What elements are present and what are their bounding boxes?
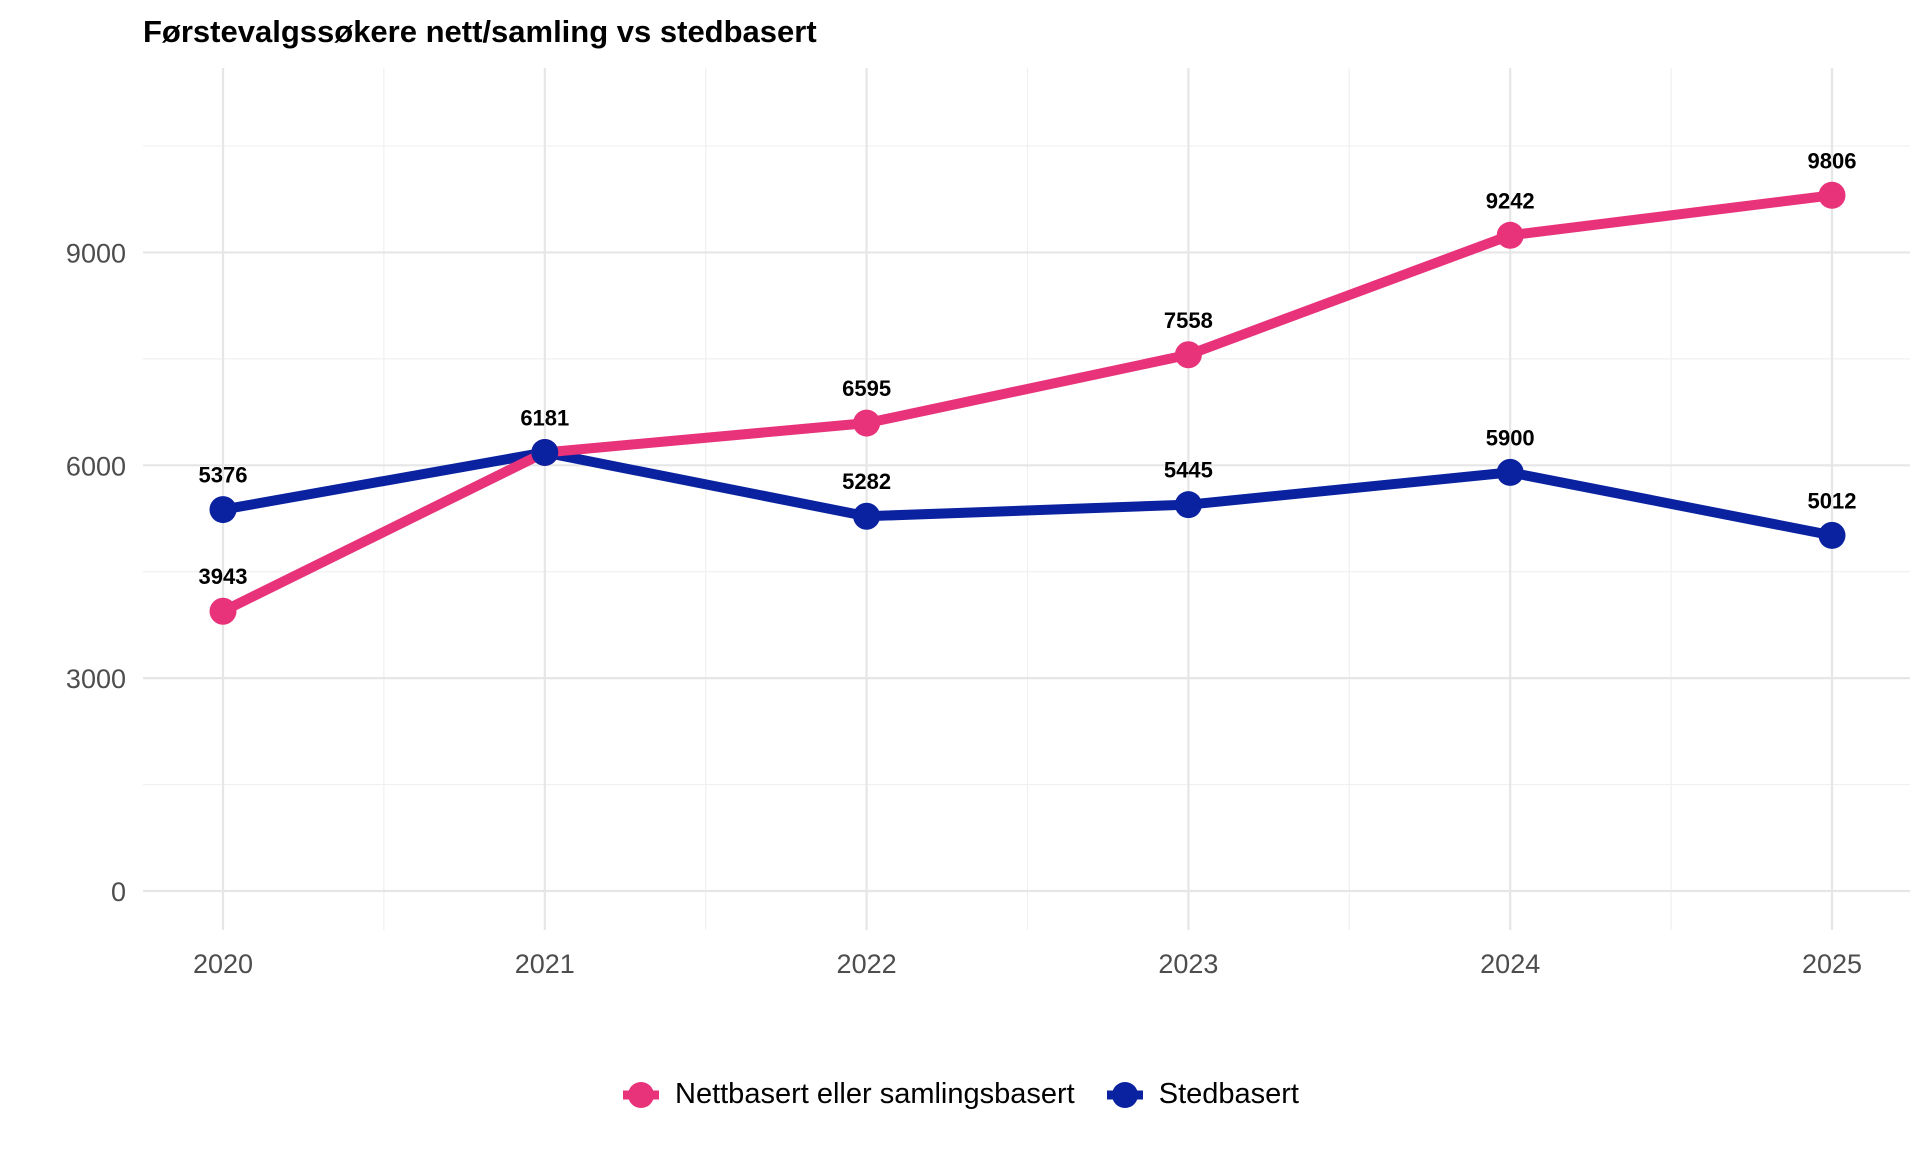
legend: Nettbasert eller samlingsbasert Stedbaser… (0, 1078, 1920, 1111)
legend-key (1106, 1081, 1143, 1108)
data-label: 5376 (199, 463, 248, 488)
y-tick-label: 6000 (66, 451, 126, 481)
x-tick-label: 2022 (837, 949, 897, 979)
data-label: 6181 (520, 405, 569, 430)
legend-label: Stedbasert (1158, 1078, 1299, 1110)
data-point (1174, 341, 1202, 369)
data-label: 5012 (1808, 488, 1857, 513)
y-tick-label: 3000 (66, 664, 126, 694)
y-tick-label: 0 (111, 877, 126, 907)
x-tick-label: 2020 (193, 949, 253, 979)
data-label: 5445 (1164, 458, 1213, 483)
data-point (1174, 491, 1202, 519)
data-point (1496, 221, 1524, 249)
data-label: 5900 (1486, 425, 1535, 450)
data-label: 9242 (1486, 188, 1535, 213)
x-tick-label: 2021 (515, 949, 575, 979)
data-point (209, 496, 237, 524)
data-point (1818, 181, 1846, 209)
legend-item: Nettbasert eller samlingsbasert (621, 1078, 1075, 1111)
data-label: 9806 (1808, 148, 1857, 173)
x-tick-label: 2024 (1480, 949, 1540, 979)
data-point (1818, 521, 1846, 549)
legend-item: Stedbasert (1105, 1078, 1299, 1111)
y-tick-label: 9000 (66, 238, 126, 268)
chart-title: Førstevalgssøkere nett/samling vs stedba… (143, 14, 817, 49)
series-line (218, 447, 1837, 541)
data-label: 3943 (199, 564, 248, 589)
data-point (853, 409, 881, 437)
data-label: 7558 (1164, 308, 1213, 333)
data-point (1496, 458, 1524, 486)
x-tick-label: 2023 (1158, 949, 1218, 979)
data-point (531, 438, 559, 466)
data-label: 5282 (842, 469, 891, 494)
legend-key (623, 1081, 659, 1108)
series-line (218, 190, 1837, 617)
data-label: 6595 (842, 376, 891, 401)
x-tick-label: 2025 (1802, 949, 1862, 979)
data-point (853, 502, 881, 530)
data-point (209, 597, 237, 625)
legend-label: Nettbasert eller samlingsbasert (675, 1078, 1075, 1110)
